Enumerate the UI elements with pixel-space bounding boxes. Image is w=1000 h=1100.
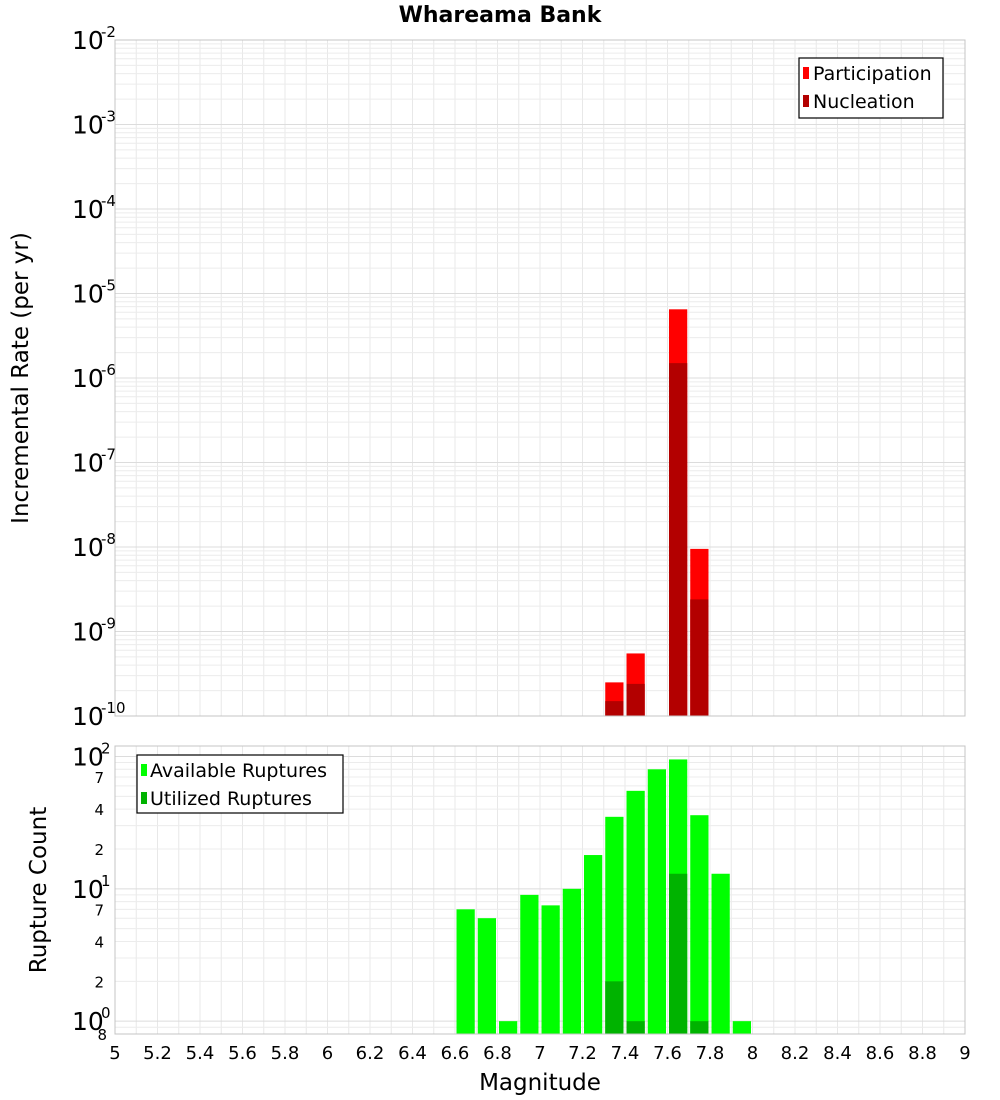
legend-swatch-utilized bbox=[141, 792, 147, 804]
top-bar-nucleation bbox=[669, 363, 688, 716]
top-y-tick-label: 10 bbox=[72, 280, 104, 309]
top-grid bbox=[114, 39, 966, 717]
top-legend-box bbox=[798, 57, 944, 119]
legend-swatch-participation bbox=[803, 67, 809, 79]
legend-label-available: Available Ruptures bbox=[150, 760, 327, 782]
x-tick-label: 8.4 bbox=[823, 1043, 852, 1064]
top-y-tick-label: 10 bbox=[72, 111, 104, 140]
bottom-y-tick-exponent: 0 bbox=[101, 1004, 111, 1022]
top-bars bbox=[605, 309, 709, 716]
x-tick-label: 6.8 bbox=[483, 1043, 512, 1064]
legend-swatch-available bbox=[141, 764, 147, 776]
bottom-y-minor-tick-label: 4 bbox=[94, 801, 104, 819]
bottom-y-tick-label: 10 bbox=[72, 1007, 104, 1036]
legend-swatch-nucleation bbox=[803, 95, 809, 107]
bottom-bar-available-ruptures bbox=[732, 1021, 751, 1034]
bottom-y-minor-tick-label: 4 bbox=[94, 933, 104, 951]
legend-label-utilized: Utilized Ruptures bbox=[150, 788, 312, 810]
top-bar-nucleation bbox=[626, 683, 645, 716]
top-bar-nucleation bbox=[690, 599, 709, 716]
bottom-bar-available-ruptures bbox=[605, 816, 624, 1034]
bottom-bar-utilized-ruptures bbox=[690, 1021, 709, 1034]
x-tick-label: 7.6 bbox=[653, 1043, 682, 1064]
bottom-y-minor-tick-label: 2 bbox=[94, 841, 104, 859]
legend-label-nucleation: Nucleation bbox=[813, 91, 915, 113]
bottom-bar-available-ruptures bbox=[647, 769, 666, 1034]
legend-label-participation: Participation bbox=[813, 63, 932, 85]
top-y-tick-label: 10 bbox=[72, 618, 104, 647]
top-y-axis-label: Incremental Rate (per yr) bbox=[8, 232, 34, 524]
x-tick-label: 8.2 bbox=[781, 1043, 810, 1064]
bottom-bar-available-ruptures bbox=[562, 888, 581, 1034]
bottom-bar-available-ruptures bbox=[520, 894, 539, 1034]
x-tick-label: 5.4 bbox=[186, 1043, 215, 1064]
chart-title: Whareama Bank bbox=[399, 3, 603, 28]
x-tick-label: 9 bbox=[959, 1043, 970, 1064]
bottom-bar-available-ruptures bbox=[477, 918, 496, 1034]
top-y-tick-exponent: -8 bbox=[101, 530, 116, 548]
bottom-bars bbox=[456, 759, 751, 1034]
top-y-tick-exponent: -9 bbox=[101, 615, 116, 633]
x-tick-label: 7.4 bbox=[611, 1043, 640, 1064]
top-y-tick-exponent: -4 bbox=[101, 192, 116, 210]
bottom-legend: Available Ruptures Utilized Ruptures bbox=[136, 754, 344, 814]
x-tick-label: 7.8 bbox=[696, 1043, 725, 1064]
x-tick-label: 6.4 bbox=[398, 1043, 427, 1064]
top-y-tick-exponent: -5 bbox=[101, 277, 116, 295]
x-tick-label: 8.8 bbox=[908, 1043, 937, 1064]
x-tick-labels: 5 5.2 5.4 5.6 5.8 6 6.2 6.4 6.6 6.8 7 7.2 7.4 7.6 7.8 8… bbox=[109, 1043, 970, 1064]
x-tick-label: 6.6 bbox=[441, 1043, 470, 1064]
bottom-bar-utilized-ruptures bbox=[626, 1021, 645, 1034]
bottom-bar-available-ruptures bbox=[541, 905, 560, 1034]
x-tick-label: 5 bbox=[109, 1043, 120, 1064]
x-axis-label: Magnitude bbox=[479, 1070, 601, 1096]
top-y-tick-label: 10 bbox=[72, 195, 104, 224]
x-tick-label: 7.2 bbox=[568, 1043, 597, 1064]
top-legend: Participation Nucleation bbox=[798, 57, 944, 119]
bottom-y-tick-exponent: 1 bbox=[101, 872, 111, 890]
top-y-tick-exponent: -7 bbox=[101, 446, 116, 464]
bottom-y-minor-tick-label: 7 bbox=[94, 769, 104, 787]
bottom-bar-available-ruptures bbox=[499, 1021, 518, 1034]
top-y-tick-label: 10 bbox=[72, 533, 104, 562]
bottom-y-tick-label: 10 bbox=[72, 875, 104, 904]
x-tick-label: 6.2 bbox=[356, 1043, 385, 1064]
x-tick-label: 8.6 bbox=[866, 1043, 895, 1064]
bottom-bar-utilized-ruptures bbox=[605, 981, 624, 1034]
top-y-tick-exponent: -3 bbox=[101, 108, 116, 126]
bottom-bar-available-ruptures bbox=[690, 815, 709, 1034]
bottom-y-minor-tick-label: 8 bbox=[97, 1026, 107, 1044]
bottom-y-axis-label: Rupture Count bbox=[26, 807, 52, 973]
x-tick-label: 5.6 bbox=[228, 1043, 257, 1064]
x-tick-label: 5.2 bbox=[143, 1043, 172, 1064]
bottom-bar-available-ruptures bbox=[584, 855, 603, 1034]
bottom-bar-utilized-ruptures bbox=[669, 873, 688, 1034]
top-y-tick-label: 10 bbox=[72, 26, 104, 55]
x-tick-label: 5.8 bbox=[271, 1043, 300, 1064]
x-tick-label: 8 bbox=[747, 1043, 758, 1064]
top-y-tick-label: 10 bbox=[72, 364, 104, 393]
bottom-y-minor-tick-label: 2 bbox=[94, 973, 104, 991]
bottom-bar-available-ruptures bbox=[711, 873, 730, 1034]
bottom-y-tick-label: 10 bbox=[72, 742, 104, 771]
top-y-tick-exponent: -2 bbox=[101, 23, 116, 41]
top-plot-frame bbox=[114, 39, 966, 717]
top-bar-nucleation bbox=[605, 701, 624, 716]
top-y-tick-exponent: -10 bbox=[101, 699, 126, 717]
x-tick-label: 6 bbox=[322, 1043, 333, 1064]
x-tick-label: 7 bbox=[534, 1043, 545, 1064]
bottom-y-tick-exponent: 2 bbox=[101, 739, 111, 757]
bottom-legend-box bbox=[136, 754, 344, 814]
top-y-tick-label: 10 bbox=[72, 702, 104, 731]
bottom-bar-available-ruptures bbox=[456, 909, 475, 1034]
top-y-tick-label: 10 bbox=[72, 449, 104, 478]
bottom-plot-frame bbox=[114, 745, 966, 1035]
top-y-tick-exponent: -6 bbox=[101, 361, 116, 379]
bottom-bar-available-ruptures bbox=[626, 790, 645, 1034]
bottom-y-minor-tick-label: 7 bbox=[94, 901, 104, 919]
